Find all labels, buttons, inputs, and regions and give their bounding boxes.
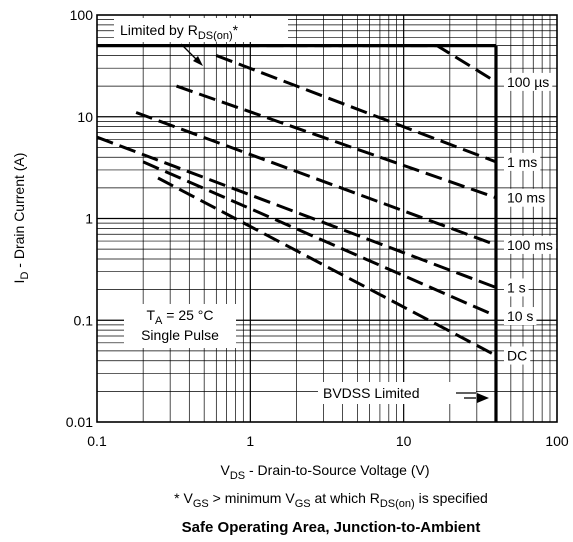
- bvdss-limit-annotation: BVDSS Limited: [318, 382, 489, 404]
- y-tick-label: 0.01: [66, 414, 93, 430]
- rds-on-label: Limited by RDS(on)*: [120, 22, 239, 42]
- plot-frame: [96, 14, 558, 423]
- y-tick-label: 10: [77, 109, 93, 125]
- series-labels: 100 µs 1 ms 10 ms 100 ms 1 s 10 s DC: [503, 72, 556, 365]
- series-label: DC: [507, 348, 527, 364]
- footnote: * VGS > minimum VGS at which RDS(on) is …: [174, 490, 488, 510]
- y-axis-label: ID - Drain Current (A): [11, 153, 31, 284]
- series-line: [135, 111, 497, 247]
- y-tick-label: 0.1: [74, 312, 94, 328]
- chart-title: Safe Operating Area, Junction-to-Ambient: [182, 519, 481, 536]
- series-label: 1 ms: [507, 154, 537, 170]
- series-label-background: [503, 188, 549, 207]
- series-label-background: [503, 307, 537, 326]
- x-tick-label: 1: [246, 433, 254, 449]
- x-tick-labels: 0.1 1 10 100: [87, 433, 569, 449]
- x-tick-label: 10: [396, 433, 412, 449]
- series-line: [218, 44, 497, 84]
- rds-on-limit-annotation: Limited by RDS(on)*: [114, 18, 288, 66]
- single-pulse-label: Single Pulse: [141, 327, 219, 343]
- series-label: 10 ms: [507, 190, 545, 206]
- series-line: [157, 176, 497, 357]
- series-label-background: [503, 235, 556, 254]
- y-tick-label: 100: [70, 7, 94, 23]
- ambient-temperature-label: TA = 25 °C: [146, 307, 213, 327]
- series-label-background: [503, 278, 529, 297]
- y-tick-label: 1: [85, 211, 93, 227]
- x-axis-label: VDS - Drain-to-Source Voltage (V): [220, 462, 429, 482]
- series-label-background: [503, 72, 553, 91]
- rds-on-arrowhead: [193, 56, 203, 66]
- series-label-background: [503, 346, 531, 365]
- x-tick-label: 100: [545, 433, 569, 449]
- series-line: [176, 84, 497, 200]
- conditions-box: TA = 25 °C Single Pulse: [124, 304, 236, 348]
- series-line: [215, 54, 497, 164]
- bvdss-arrowhead: [477, 393, 489, 403]
- bvdss-label: BVDSS Limited: [323, 385, 419, 401]
- y-tick-labels: 0.01 0.1 1 10 100: [66, 7, 93, 430]
- series-label: 1 s: [507, 279, 526, 295]
- series-line: [142, 160, 497, 318]
- x-tick-label: 0.1: [87, 433, 107, 449]
- series-lines: [96, 44, 497, 357]
- series-label: 10 s: [507, 308, 533, 324]
- series-label-background: [503, 152, 541, 171]
- series-label: 100 µs: [507, 74, 549, 90]
- series-label: 100 ms: [507, 237, 553, 253]
